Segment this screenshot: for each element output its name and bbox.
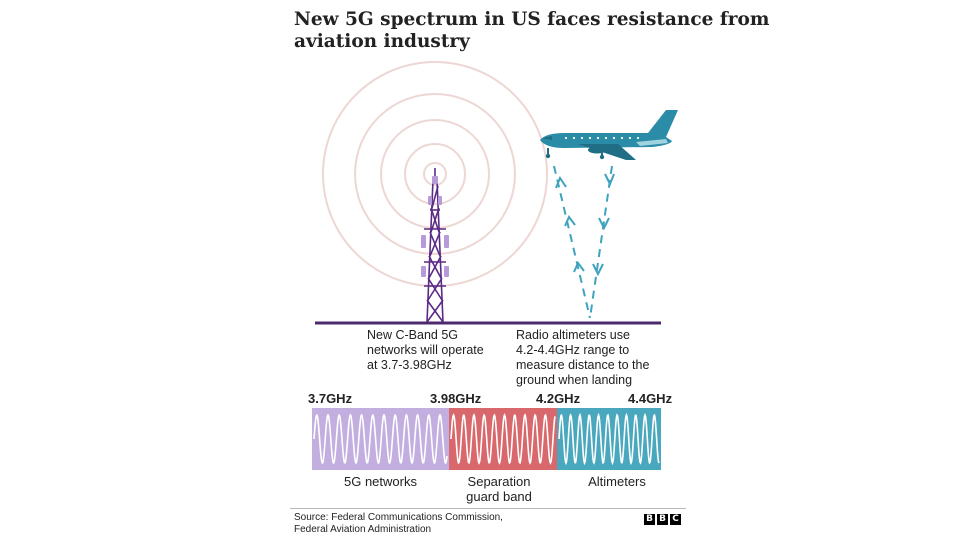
altimeter-caption-line: 4.2-4.4GHz range to [516, 343, 630, 357]
wave-5g [313, 413, 448, 465]
tower-caption: New C-Band 5G networks will operate at 3… [367, 328, 484, 373]
signal-ring [404, 143, 466, 205]
up-arrow-icon [573, 261, 585, 273]
bbc-logo: B B C [644, 514, 681, 525]
signal-ring [354, 93, 516, 255]
title-line-1: New 5G spectrum in US faces resistance f… [294, 9, 770, 30]
altimeter-caption-line: ground when landing [516, 373, 633, 387]
freq-label-4-4: 4.4GHz [628, 391, 673, 406]
down-arrow-icon [592, 263, 604, 277]
band-label-guard-line: guard band [466, 489, 532, 504]
page-title: New 5G spectrum in US faces resistance f… [294, 9, 770, 53]
airplane-icon [540, 110, 678, 160]
signal-ring [380, 119, 490, 229]
tower-caption-line: networks will operate [367, 343, 484, 357]
up-arrow-icon [555, 175, 567, 189]
spectrum-bar [312, 408, 661, 470]
engine [588, 146, 606, 154]
down-arrow-icon [604, 173, 615, 187]
cell-tower-icon [424, 168, 446, 323]
band-label-5g-text: 5G networks [344, 474, 417, 489]
freq-label-3-7: 3.7GHz [308, 391, 353, 406]
bbc-logo-block: B [657, 514, 668, 525]
title-line-2: aviation industry [294, 31, 470, 52]
source-note: Source: Federal Communications Commissio… [294, 512, 503, 536]
altimeter-caption-line: Radio altimeters use [516, 328, 630, 342]
bbc-logo-block: B [644, 514, 655, 525]
down-arrow-icon [598, 217, 610, 231]
altimeter-caption-line: measure distance to the [516, 358, 650, 372]
band-label-guard: Separation guard band [443, 474, 555, 504]
source-line: Source: Federal Communications Commissio… [294, 512, 503, 523]
band-label-5g: 5G networks [312, 474, 449, 489]
wave-altimeters [558, 412, 660, 466]
tower-antennas [421, 176, 449, 277]
freq-label-4-2: 4.2GHz [536, 391, 581, 406]
altimeter-caption: Radio altimeters use 4.2-4.4GHz range to… [516, 328, 649, 388]
bbc-logo-block: C [670, 514, 681, 525]
freq-label-3-98: 3.98GHz [430, 391, 482, 406]
altimeter-signal [553, 165, 615, 319]
footer-divider [290, 508, 686, 509]
signal-ring [423, 162, 447, 186]
source-line: Federal Aviation Administration [294, 524, 432, 535]
up-arrow-icon [564, 215, 576, 227]
tower-caption-line: at 3.7-3.98GHz [367, 358, 452, 372]
band-label-altimeters: Altimeters [557, 474, 677, 489]
wave-guard [450, 413, 556, 465]
band-label-altimeters-text: Altimeters [588, 474, 646, 489]
band-label-guard-line: Separation [467, 474, 531, 489]
tower-caption-line: New C-Band 5G [367, 328, 459, 342]
